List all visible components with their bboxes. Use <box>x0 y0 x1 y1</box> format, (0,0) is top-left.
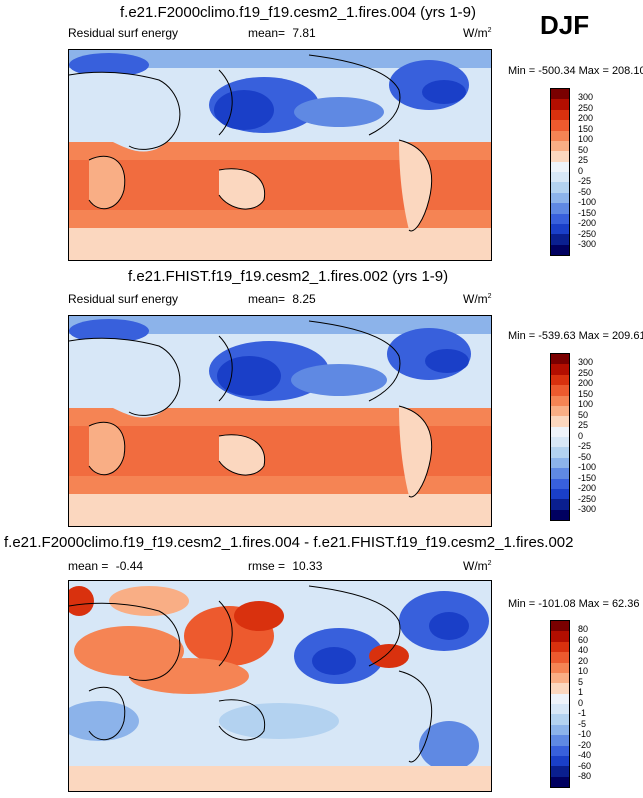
cbar-label: -50 <box>578 451 592 462</box>
cbar-label: 25 <box>578 155 589 165</box>
cbar-label: -100 <box>578 197 597 207</box>
cbar-label: 0 <box>578 430 584 441</box>
cbar-label: 25 <box>578 420 589 430</box>
cbar-label: 20 <box>578 655 589 666</box>
cbar-label: -25 <box>578 176 592 186</box>
cbar-label: 50 <box>578 144 589 155</box>
cbar-label: 60 <box>578 634 589 645</box>
panel-2-units: W/m2 <box>463 292 492 306</box>
panel-1-variable: Residual surf energy <box>68 26 179 40</box>
cbar-label: -300 <box>578 504 597 514</box>
panel-2-mean-label: mean= <box>248 292 286 306</box>
cbar-label: -150 <box>578 207 597 218</box>
panel-2-map <box>68 315 492 527</box>
panel-3-units: W/m2 <box>463 559 492 573</box>
panel-3-mean-value: -0.44 <box>115 559 144 573</box>
cbar-label: 50 <box>578 409 589 420</box>
panel-2-mean-value: 8.25 <box>292 292 316 306</box>
cbar-label: 100 <box>578 399 594 409</box>
panel-1-title: f.e21.F2000climo.f19_f19.cesm2_1.fires.0… <box>120 4 477 21</box>
cbar-label: -1 <box>578 708 587 718</box>
panel-2-colorbar <box>550 353 570 521</box>
cbar-label: 5 <box>578 676 584 687</box>
cbar-label: 200 <box>578 378 594 388</box>
cbar-label: 40 <box>578 645 589 655</box>
panel-1-colorbar <box>550 88 570 256</box>
panel-1-units: W/m2 <box>463 26 492 40</box>
panel-3-mean: mean = -0.44 <box>68 559 143 573</box>
cbar-label: -300 <box>578 239 597 249</box>
cbar-label: 10 <box>578 666 589 676</box>
panel-3-title: f.e21.F2000climo.f19_f19.cesm2_1.fires.0… <box>4 534 574 551</box>
cbar-label: -50 <box>578 186 592 197</box>
cbar-label: 300 <box>578 357 594 367</box>
panel-3-colorbar <box>550 620 570 788</box>
panel-1-map <box>68 49 492 261</box>
panel-3-map-field <box>69 581 491 791</box>
cbar-label: 0 <box>578 697 584 708</box>
cbar-label: 250 <box>578 102 594 113</box>
panel-2-minmax: Min = -539.63 Max = 209.61 <box>508 330 643 342</box>
cbar-label: -5 <box>578 718 587 729</box>
cbar-label: 1 <box>578 687 584 697</box>
cbar-label: 200 <box>578 113 594 123</box>
cbar-label: -25 <box>578 441 592 451</box>
cbar-label: -250 <box>578 493 597 504</box>
panel-3-mean-label: mean = <box>68 559 109 573</box>
cbar-label: -20 <box>578 739 592 750</box>
cbar-label: -250 <box>578 228 597 239</box>
season-label: DJF <box>540 10 590 40</box>
cbar-label: 300 <box>578 92 594 102</box>
cbar-label: 0 <box>578 165 584 176</box>
panel-1-minmax: Min = -500.34 Max = 208.10 <box>508 65 643 77</box>
panel-3-rmse: rmse = 10.33 <box>248 559 322 573</box>
cbar-label: -60 <box>578 760 592 771</box>
panel-3-rmse-label: rmse = <box>248 559 286 573</box>
cbar-label: 100 <box>578 134 594 144</box>
panel-1-mean-label: mean= <box>248 26 286 40</box>
cbar-label: -200 <box>578 218 597 228</box>
panel-3-map <box>68 580 492 792</box>
cbar-label: -100 <box>578 462 597 472</box>
cbar-label: -40 <box>578 750 592 760</box>
panel-2-title: f.e21.FHIST.f19_f19.cesm2_1.fires.002 (y… <box>128 268 449 285</box>
panel-3-rmse-value: 10.33 <box>292 559 323 573</box>
panel-2-mean: mean= 8.25 <box>248 292 316 306</box>
panel-1-map-field <box>69 50 491 260</box>
cbar-label: 150 <box>578 123 594 134</box>
cbar-label: 250 <box>578 367 594 378</box>
panel-3-minmax: Min = -101.08 Max = 62.36 <box>508 598 640 610</box>
panel-1-mean-value: 7.81 <box>292 26 316 40</box>
cbar-label: -10 <box>578 729 592 739</box>
cbar-label: -80 <box>578 771 592 781</box>
panel-1-mean: mean= 7.81 <box>248 26 316 40</box>
cbar-label: 80 <box>578 624 589 634</box>
cbar-label: -150 <box>578 472 597 483</box>
panel-2-variable: Residual surf energy <box>68 292 179 306</box>
cbar-label: -200 <box>578 483 597 493</box>
cbar-label: 150 <box>578 388 594 399</box>
panel-2-map-field <box>69 316 491 526</box>
